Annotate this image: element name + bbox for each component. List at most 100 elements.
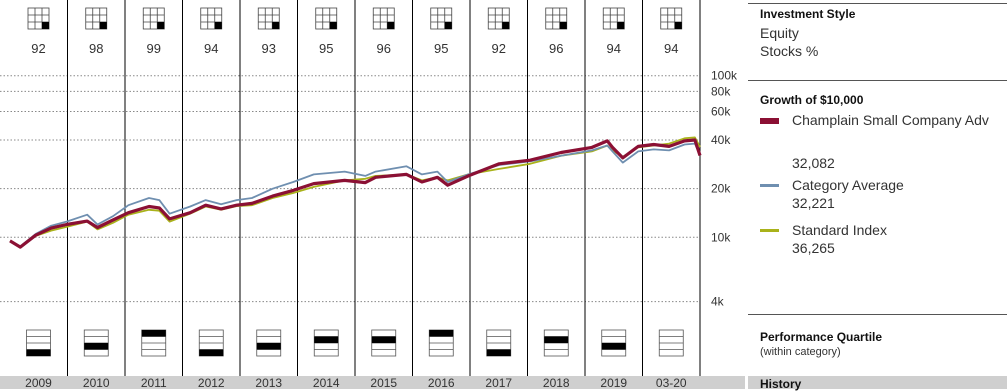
style-box-value: 92 [31, 41, 45, 56]
divider [748, 3, 1007, 4]
year-label: 2013 [255, 376, 282, 389]
style-box-value: 95 [434, 41, 448, 56]
divider [748, 314, 1007, 315]
y-tick-label: 100k [711, 69, 738, 83]
style-box-filled-cell [329, 22, 337, 29]
style-box-value: 98 [89, 41, 103, 56]
quartile-subtitle: (within category) [760, 346, 841, 358]
legend-value-category: 32,221 [792, 195, 835, 211]
y-tick-label: 4k [711, 295, 725, 309]
year-label: 2017 [485, 376, 512, 389]
quartile-filled-band [26, 349, 51, 356]
divider [748, 80, 1007, 81]
legend-label-index: Standard Index [792, 222, 887, 238]
style-box-filled-cell [157, 22, 165, 29]
quartile-filled-band [314, 336, 339, 343]
quartile-box [543, 329, 569, 357]
style-box-value: 94 [204, 41, 218, 56]
quartile-box [486, 329, 512, 357]
year-label: 2018 [543, 376, 570, 389]
quartile-box [313, 329, 339, 357]
quartile-filled-band [371, 336, 396, 343]
legend-label-category: Category Average [792, 177, 904, 193]
legend-value-fund: 32,082 [792, 155, 835, 171]
style-box-filled-cell [674, 22, 682, 29]
year-label: 2016 [428, 376, 455, 389]
legend-swatch-index [760, 229, 779, 232]
side-panel: Investment Style Equity Stocks % Growth … [748, 0, 1007, 391]
style-box-value: 99 [147, 41, 161, 56]
history-bar [0, 376, 745, 389]
style-box [372, 7, 395, 30]
history-bar [748, 376, 1007, 389]
style-box [487, 7, 510, 30]
style-box-filled-cell [214, 22, 222, 29]
style-box-filled-cell [99, 22, 107, 29]
year-label: 03-20 [656, 376, 687, 389]
investment-style-value: Equity [760, 25, 799, 41]
style-box [27, 7, 50, 30]
style-box [602, 7, 625, 30]
style-box-filled-cell [387, 22, 395, 29]
growth-title: Growth of $10,000 [760, 93, 864, 107]
year-label: 2014 [313, 376, 340, 389]
style-box-filled-cell [42, 22, 49, 29]
style-box-value: 96 [549, 41, 563, 56]
quartile-box [428, 329, 454, 357]
y-tick-label: 10k [711, 230, 731, 244]
style-box [257, 7, 280, 30]
investment-style-title: Investment Style [760, 7, 856, 21]
legend-swatch-fund [760, 118, 779, 124]
series-line-1 [9, 142, 701, 248]
investment-style-unit: Stocks % [760, 43, 819, 59]
style-box-filled-cell [559, 22, 567, 29]
style-box-value: 94 [664, 41, 678, 56]
quartile-filled-band [141, 330, 166, 337]
year-label: 2010 [83, 376, 110, 389]
quartile-filled-band [84, 343, 109, 350]
legend-label-fund: Champlain Small Company Adv [792, 112, 989, 128]
quartile-filled-band [601, 343, 626, 350]
style-box [315, 7, 338, 30]
style-box-value: 95 [319, 41, 333, 56]
legend-swatch-category [760, 184, 779, 187]
year-label: 2012 [198, 376, 225, 389]
style-box [85, 7, 108, 30]
quartile-filled-band [256, 343, 281, 350]
y-tick-label: 80k [711, 84, 731, 98]
style-box [142, 7, 165, 30]
style-box [200, 7, 223, 30]
style-box-value: 93 [262, 41, 276, 56]
quartile-box [26, 329, 51, 357]
quartile-title: Performance Quartile [760, 330, 883, 344]
style-box [430, 7, 453, 30]
quartile-filled-band [486, 349, 511, 356]
style-box-value: 94 [607, 41, 621, 56]
quartile-box [601, 329, 627, 357]
y-tick-label: 20k [711, 182, 731, 196]
quartile-box [371, 329, 397, 357]
style-box [545, 7, 568, 30]
y-tick-label: 60k [711, 105, 731, 119]
style-box-value: 96 [377, 41, 391, 56]
quartile-filled-band [544, 336, 569, 343]
style-box-filled-cell [444, 22, 452, 29]
style-box-filled-cell [272, 22, 280, 29]
year-label: 2011 [141, 376, 167, 389]
history-title: History [760, 377, 802, 391]
series-line-0 [9, 138, 702, 249]
style-box-filled-cell [617, 22, 625, 29]
year-label: 2015 [370, 376, 397, 389]
style-box [660, 7, 683, 30]
quartile-box [256, 329, 282, 357]
year-label: 2019 [600, 376, 627, 389]
quartile-box [83, 329, 109, 357]
style-box-value: 92 [492, 41, 506, 56]
style-box-filled-cell [502, 22, 510, 29]
quartile-filled-band [199, 349, 224, 356]
legend-value-index: 36,265 [792, 240, 835, 256]
quartile-filled-band [429, 330, 454, 337]
year-label: 2009 [25, 376, 52, 389]
quartile-box [141, 329, 167, 357]
